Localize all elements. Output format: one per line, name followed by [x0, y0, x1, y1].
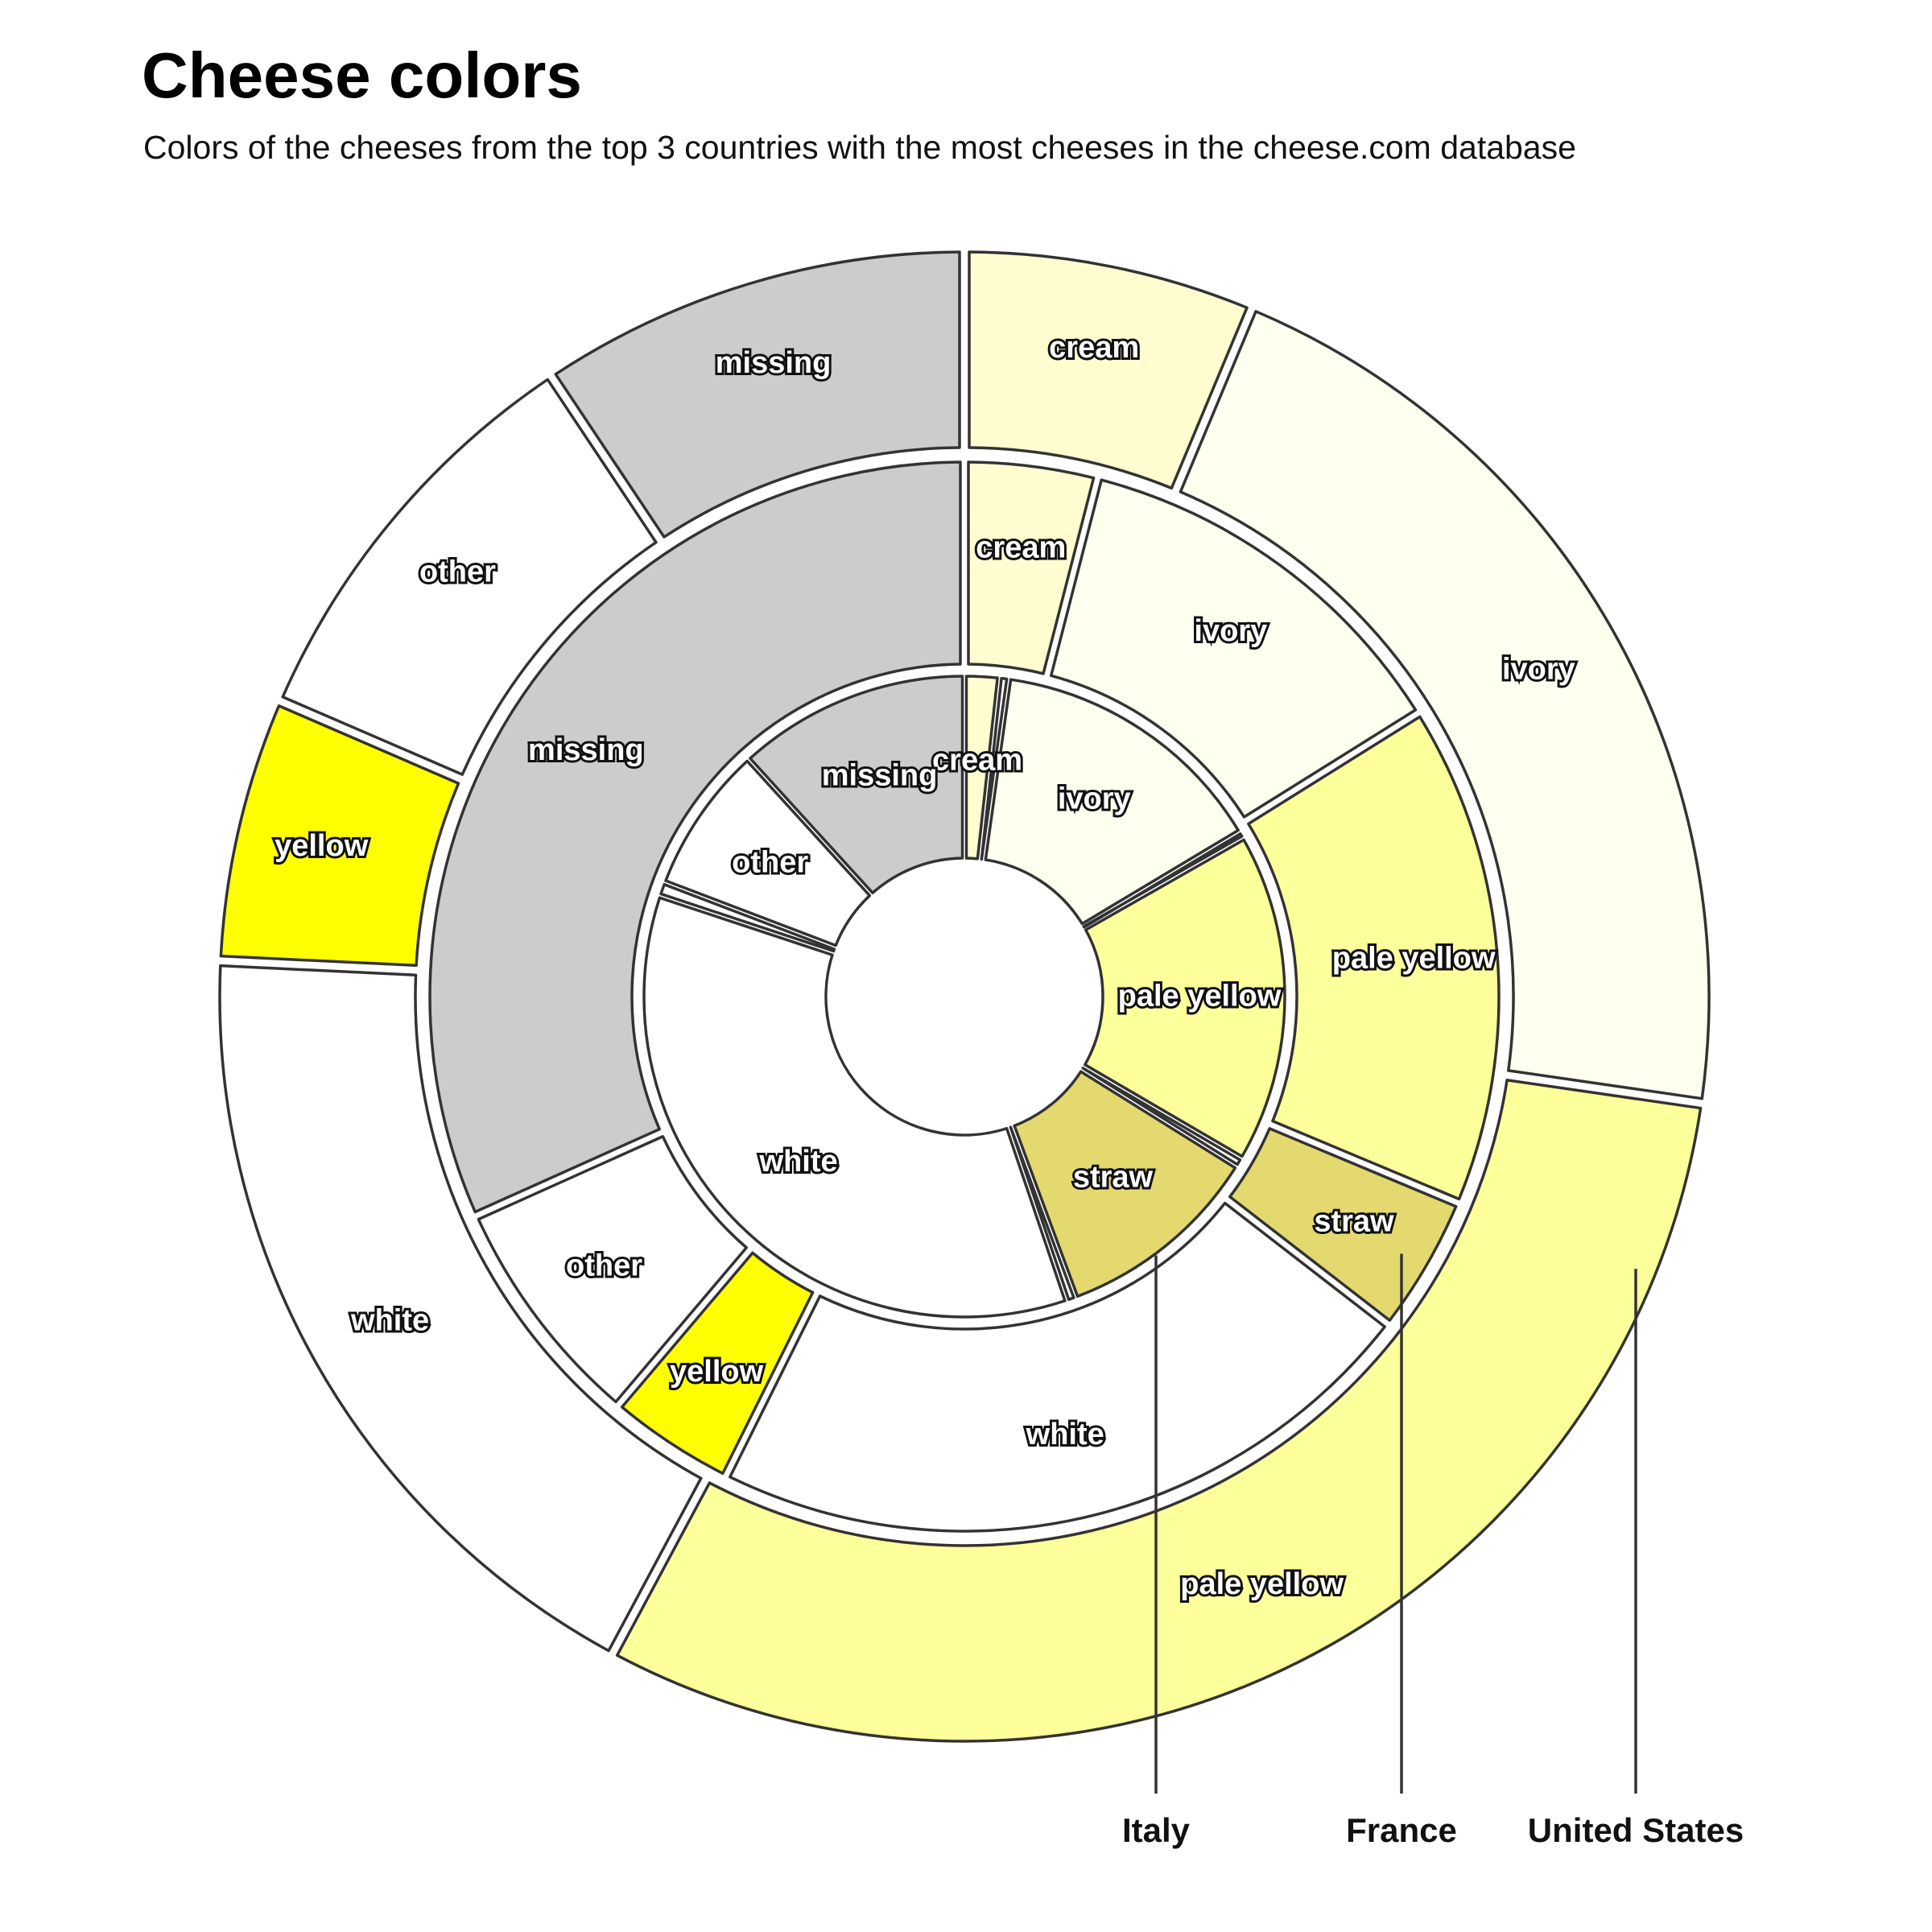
segment-italy-missing-11	[749, 675, 964, 894]
segment-label-italy-straw: straw	[1073, 1160, 1154, 1194]
segment-label-france-yellow: yellow	[670, 1355, 764, 1389]
segment-united-states-ivory-1	[1179, 310, 1711, 1100]
segment-label-united-states-pale-yellow: pale yellow	[1180, 1567, 1344, 1601]
segment-labels-layer: cream ivory pale yellow straw white other miss…	[272, 328, 1578, 1604]
segments-layer	[218, 250, 1711, 1743]
segment-label-italy-other: other	[732, 846, 808, 880]
segment-france-missing-7	[428, 460, 962, 1214]
segment-italy-pale-yellow-4	[1084, 838, 1286, 1158]
segment-label-italy-missing: missing	[822, 759, 938, 793]
country-label-france: France	[1346, 1811, 1457, 1849]
segment-label-united-states-yellow: yellow	[275, 829, 369, 863]
segment-label-france-straw: straw	[1314, 1205, 1394, 1239]
segment-france-ivory-1	[1049, 478, 1418, 819]
chart-subtitle: Colors of the cheeses from the top 3 cou…	[143, 129, 1576, 166]
segment-label-united-states-white: white	[350, 1303, 429, 1337]
segment-label-france-missing: missing	[528, 733, 644, 767]
country-label-united-states: United States	[1528, 1811, 1744, 1849]
segment-france-yellow-5	[620, 1251, 815, 1476]
segment-label-france-other: other	[566, 1249, 642, 1283]
segment-france-straw-3	[1228, 1127, 1458, 1322]
segment-italy-sliver-9	[659, 882, 836, 953]
segment-label-italy-ivory: ivory	[1058, 782, 1131, 816]
segment-united-states-pale-yellow-2	[615, 1078, 1703, 1743]
segment-italy-straw-6	[1013, 1070, 1237, 1298]
segment-label-italy-cream: cream	[932, 743, 1022, 777]
segment-united-states-white-3	[218, 964, 703, 1653]
segment-label-united-states-cream: cream	[1049, 331, 1139, 365]
segment-france-cream-0	[967, 460, 1096, 675]
segment-label-france-pale-yellow: pale yellow	[1332, 942, 1496, 976]
segment-united-states-other-5	[281, 378, 658, 776]
country-label-italy: Italy	[1122, 1811, 1191, 1849]
segment-italy-white-8	[642, 896, 1067, 1319]
segment-label-united-states-missing: missing	[716, 346, 832, 380]
segment-italy-other-10	[664, 759, 872, 947]
segment-label-france-cream: cream	[976, 530, 1066, 564]
segment-label-italy-white: white	[759, 1145, 838, 1179]
country-legend: Italy France United States	[1122, 1253, 1744, 1849]
segment-label-united-states-other: other	[419, 555, 496, 589]
segment-italy-ivory-2	[984, 678, 1240, 926]
segment-france-other-6	[477, 1135, 749, 1404]
segment-italy-sliver-7	[1009, 1125, 1075, 1302]
segment-italy-cream-0	[964, 675, 999, 861]
segment-united-states-yellow-4	[219, 704, 460, 968]
chart-title: Cheese colors	[142, 39, 582, 111]
segment-france-white-4	[729, 1201, 1386, 1533]
segment-italy-sliver-3	[1082, 832, 1244, 929]
segment-label-united-states-ivory: ivory	[1502, 653, 1575, 687]
segment-label-italy-pale-yellow: pale yellow	[1118, 980, 1282, 1013]
segment-italy-sliver-1	[980, 676, 1009, 861]
segment-label-france-ivory: ivory	[1194, 614, 1267, 648]
segment-italy-sliver-5	[1081, 1067, 1242, 1166]
segment-france-pale-yellow-2	[1247, 715, 1501, 1201]
segment-united-states-missing-6	[554, 250, 961, 539]
segment-label-france-white: white	[1026, 1418, 1104, 1451]
segment-united-states-cream-0	[968, 250, 1249, 490]
